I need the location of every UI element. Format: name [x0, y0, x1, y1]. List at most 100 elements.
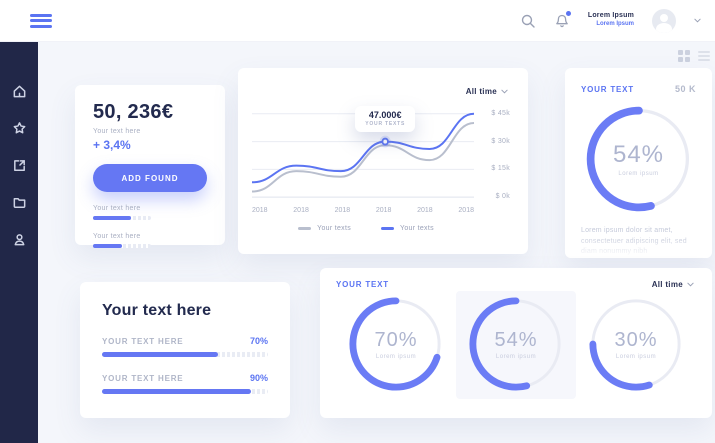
- progress-fill: [102, 389, 252, 394]
- home-icon: [13, 85, 25, 97]
- avatar[interactable]: [652, 8, 676, 33]
- y-tick: $ 15k: [491, 165, 510, 173]
- progress-percent: 70%: [249, 336, 268, 346]
- y-tick: $ 0k: [495, 193, 510, 201]
- sidebar-item-export[interactable]: [10, 156, 28, 174]
- chevron-down-icon: [501, 89, 508, 94]
- progress-fill: [102, 352, 219, 357]
- chart-legend: Your texts Your texts: [252, 225, 510, 232]
- list-view-icon[interactable]: [698, 50, 710, 62]
- donut-70: 70% Lorem ipsum: [347, 295, 445, 393]
- line-chart-svg: [252, 104, 474, 202]
- sidebar: [0, 42, 38, 443]
- gauge-percent: 54%: [612, 141, 665, 168]
- donut-30: 30% Lorem ipsum: [587, 295, 685, 393]
- legend-label: Your texts: [400, 225, 434, 232]
- user-icon: [14, 233, 24, 245]
- y-tick: $ 30k: [491, 137, 510, 145]
- user-name: Lorem Ipsum: [587, 12, 634, 20]
- gauge-metric: 50 K: [674, 84, 696, 94]
- user-block[interactable]: Lorem Ipsum Lorem Ipsum: [588, 12, 634, 28]
- x-tick: 2018: [417, 207, 433, 214]
- mini-progress-fill: [93, 244, 122, 248]
- chart-tooltip: 47.000€ YOUR TEXTS: [355, 106, 416, 132]
- sidebar-item-home[interactable]: [10, 82, 28, 100]
- donut-percent: 70%: [374, 328, 418, 351]
- hamburger-menu-icon[interactable]: [30, 13, 52, 28]
- user-subtitle: Lorem Ipsum: [596, 21, 634, 28]
- progress-card: Your text here YOUR TEXT HERE 70% YOUR T…: [80, 282, 290, 418]
- progress-row-2: YOUR TEXT HERE 90%: [102, 373, 268, 394]
- progress-percent: 90%: [249, 373, 268, 383]
- mini-progress-2: Your text here: [93, 233, 207, 248]
- donut-col-2: 54% Lorem ipsum: [456, 291, 576, 399]
- donut-label: Lorem ipsum: [375, 353, 417, 360]
- donut-percent: 30%: [614, 328, 658, 351]
- legend-swatch-gray: [298, 227, 312, 230]
- y-tick: $ 45k: [491, 109, 510, 117]
- gauge-description: Lorem ipsum dolor sit amet, consectetuer…: [581, 227, 687, 255]
- balance-card: 50, 236€ Your text here + 3,4% ADD FOUND…: [75, 85, 225, 248]
- mini-progress-track: [93, 244, 151, 248]
- y-axis-labels: $ 45k $ 30k $ 15k $ 0k: [474, 104, 510, 202]
- star-icon: [13, 121, 25, 133]
- mini-progress-1: Your text here: [93, 205, 207, 220]
- sidebar-item-favorites[interactable]: [10, 119, 28, 137]
- progress-row-1: YOUR TEXT HERE 70%: [102, 336, 268, 357]
- legend-label: Your texts: [317, 225, 351, 232]
- notification-dot: [565, 10, 571, 16]
- mini-progress-fill: [93, 216, 131, 220]
- gauge-card: YOUR TEXT 50 K 54% Lorem ipsum Lorem ips…: [565, 68, 712, 258]
- donut-col-1: 70% Lorem ipsum: [336, 291, 456, 399]
- grid-view-icon[interactable]: [678, 50, 690, 62]
- progress-card-title: Your text here: [102, 302, 212, 319]
- mini-progress-track: [93, 216, 151, 220]
- x-tick: 2018: [334, 207, 351, 214]
- time-filter[interactable]: All time: [252, 80, 510, 102]
- tooltip-label: YOUR TEXTS: [365, 121, 406, 127]
- legend-swatch-blue: [381, 227, 394, 230]
- donut-percent: 54%: [494, 328, 538, 351]
- tooltip-value: 47.000€: [368, 110, 402, 120]
- search-icon[interactable]: [520, 13, 536, 29]
- chevron-down-icon: [687, 282, 694, 287]
- progress-track: [102, 389, 268, 394]
- mini-progress-label: Your text here: [93, 233, 141, 240]
- gauge-card-title: YOUR TEXT: [581, 85, 634, 94]
- progress-label: YOUR TEXT HERE: [102, 337, 184, 346]
- add-found-button[interactable]: ADD FOUND: [93, 164, 207, 192]
- donuts-time-filter[interactable]: All time: [652, 280, 696, 289]
- export-icon: [13, 159, 25, 171]
- balance-caption: Your text here: [93, 128, 141, 135]
- x-tick: 2018: [293, 207, 309, 214]
- time-filter-label: All time: [651, 280, 683, 289]
- progress-label: YOUR TEXT HERE: [102, 374, 184, 383]
- donut-54: 54% Lorem ipsum: [467, 295, 565, 393]
- x-axis-labels: 2018 2018 2018 2018 2018 2018: [252, 207, 510, 214]
- legend-item[interactable]: Your texts: [298, 225, 351, 232]
- bell-icon[interactable]: [554, 10, 571, 29]
- sidebar-item-profile[interactable]: [10, 230, 28, 248]
- balance-delta: + 3,4%: [93, 138, 131, 152]
- line-chart-plot[interactable]: 47.000€ YOUR TEXTS: [252, 104, 474, 202]
- gauge-donut-54: 54% Lorem ipsum: [584, 104, 694, 214]
- x-tick: 2018: [375, 207, 392, 214]
- x-tick: 2018: [252, 207, 268, 214]
- sidebar-item-files[interactable]: [10, 193, 28, 211]
- donut-label: Lorem ipsum: [615, 353, 657, 360]
- line-chart-card: All time 47.000€ YOUR TEXTS $ 45k $ 30k …: [238, 68, 528, 254]
- donut-col-3: 30% Lorem ipsum: [576, 291, 696, 399]
- progress-track: [102, 352, 268, 357]
- mini-progress-label: Your text here: [93, 205, 141, 212]
- top-header: Lorem Ipsum Lorem Ipsum: [0, 0, 715, 42]
- balance-amount: 50, 236€: [93, 101, 174, 123]
- legend-item[interactable]: Your texts: [381, 225, 434, 232]
- folder-icon: [13, 197, 25, 208]
- donut-label: Lorem ipsum: [495, 353, 537, 360]
- donuts-card: YOUR TEXT All time 70% Lorem ipsum: [320, 268, 712, 418]
- chevron-down-icon[interactable]: [694, 18, 701, 23]
- x-tick: 2018: [458, 207, 474, 214]
- gauge-center-label: Lorem ipsum: [618, 171, 659, 177]
- donuts-card-title: YOUR TEXT: [336, 280, 389, 289]
- time-filter-label: All time: [465, 86, 497, 96]
